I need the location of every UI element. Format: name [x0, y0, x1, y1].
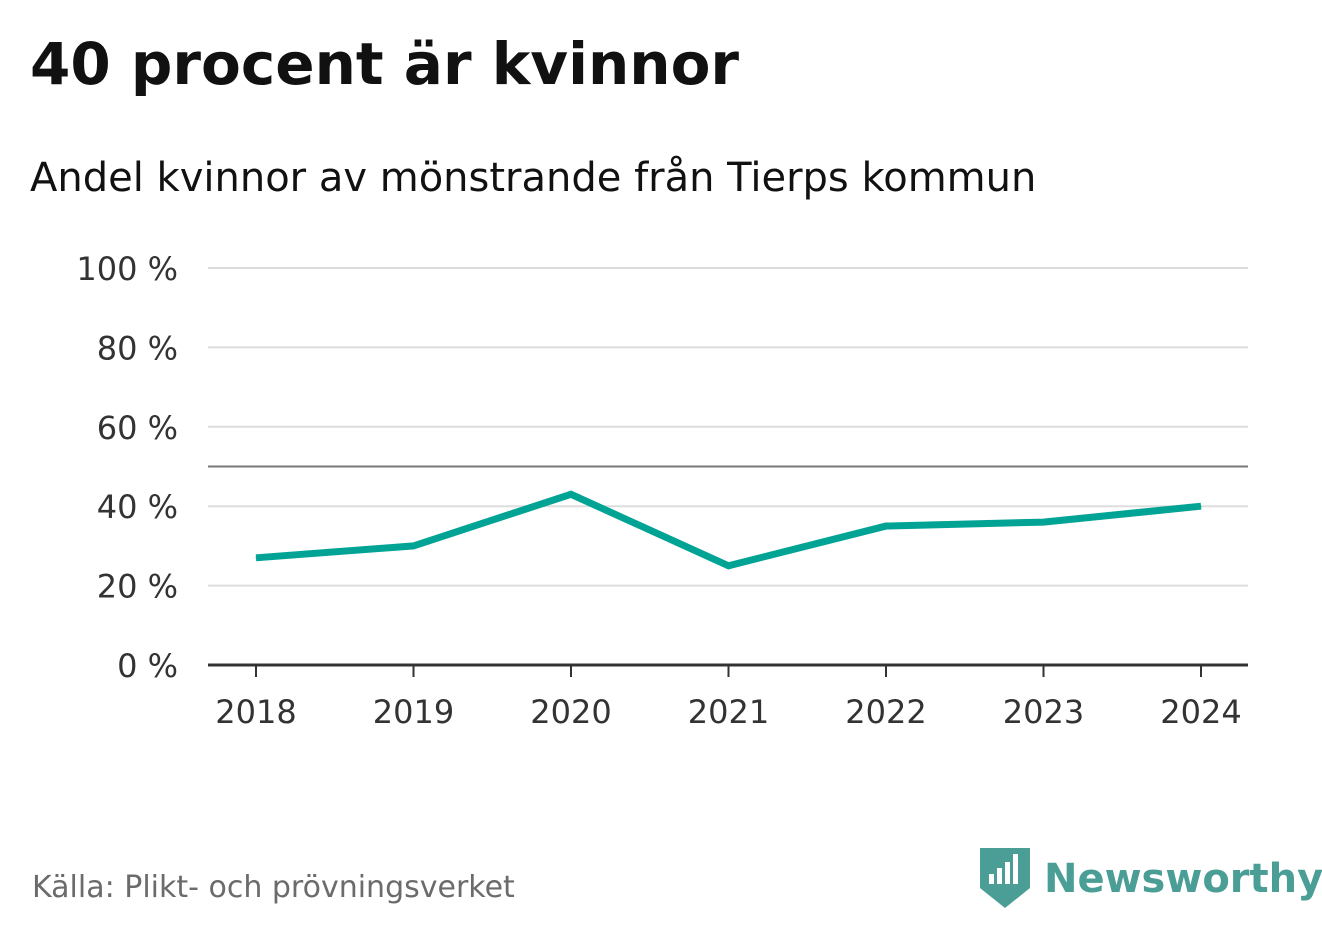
data-point [570, 493, 572, 495]
y-tick-label: 60 % [97, 409, 178, 447]
x-tick-label: 2021 [688, 693, 769, 731]
y-tick-label: 20 % [97, 568, 178, 606]
y-tick-label: 40 % [97, 488, 178, 526]
data-point [728, 565, 729, 567]
x-tick-label: 2024 [1160, 693, 1241, 731]
x-tick-label: 2023 [1003, 693, 1084, 731]
x-tick-label: 2020 [530, 693, 611, 731]
data-point [255, 557, 257, 559]
data-point [1043, 521, 1044, 523]
x-tick-label: 2018 [215, 693, 296, 731]
source-note: Källa: Plikt- och prövningsverket [32, 870, 515, 905]
x-tick-label: 2019 [373, 693, 454, 731]
brand-name: Newsworthy [1044, 856, 1322, 902]
y-tick-label: 0 % [117, 647, 178, 685]
series-line [255, 490, 1202, 570]
newsworthy-logo-icon [980, 848, 1030, 908]
y-tick-label: 80 % [97, 329, 178, 367]
chart-subtitle: Andel kvinnor av mönstrande från Tierps … [30, 155, 1037, 201]
brand-logo: Newsworthy [980, 848, 1322, 910]
data-point [413, 545, 414, 547]
data-point [885, 525, 887, 527]
x-tick-label: 2022 [845, 693, 926, 731]
chart-title: 40 procent är kvinnor [30, 30, 740, 98]
data-point [1200, 505, 1202, 507]
y-tick-label: 100 % [76, 250, 178, 288]
